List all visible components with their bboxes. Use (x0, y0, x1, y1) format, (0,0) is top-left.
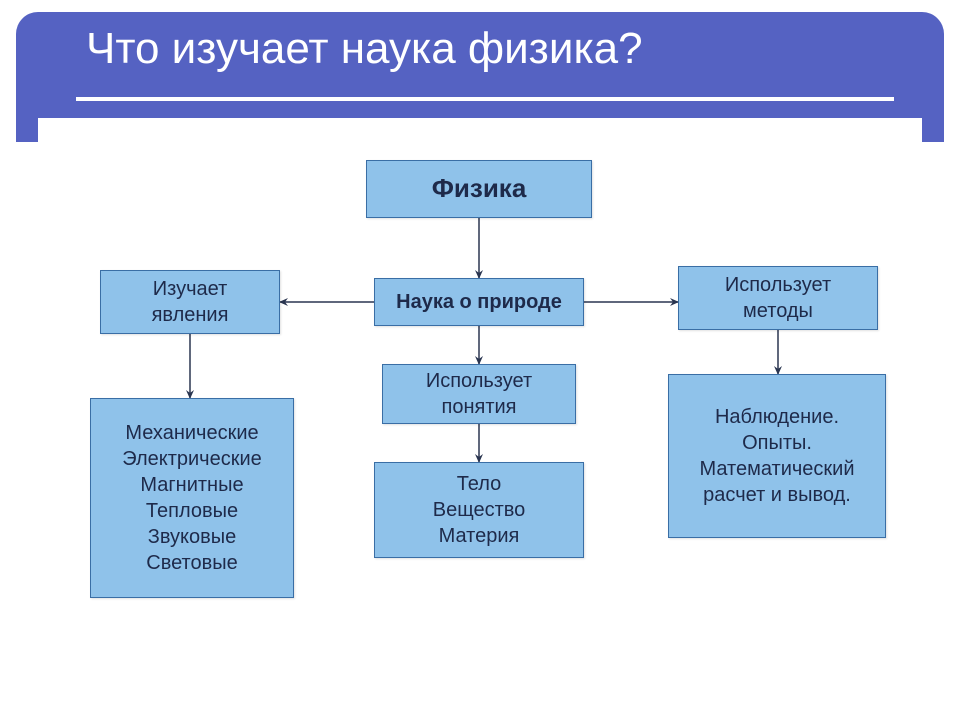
node-concepts: Тело Вещество Материя (374, 462, 584, 558)
slide: Что изучает наука физика? Физика Наука о… (0, 0, 960, 720)
node-izuchaet: Изучает явления (100, 270, 280, 334)
node-ponyatia: Использует понятия (382, 364, 576, 424)
content-panel: Физика Наука о природе Изучает явления И… (38, 118, 922, 694)
node-methods: Наблюдение. Опыты. Математический расчет… (668, 374, 886, 538)
title-underline (76, 97, 894, 101)
diagram: Физика Наука о природе Изучает явления И… (38, 118, 922, 694)
slide-title: Что изучает наука физика? (86, 24, 643, 74)
node-nauka: Наука о природе (374, 278, 584, 326)
node-metody: Использует методы (678, 266, 878, 330)
node-phenomena: Механические Электрические Магнитные Теп… (90, 398, 294, 598)
node-root: Физика (366, 160, 592, 218)
